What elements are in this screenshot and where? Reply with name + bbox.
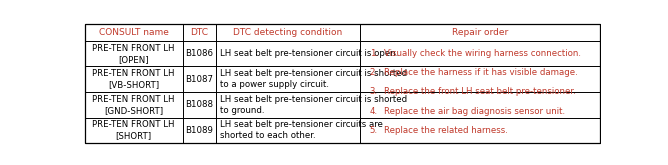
- Bar: [85, 117, 183, 143]
- Text: Replace the air bag diagnosis sensor unit.: Replace the air bag diagnosis sensor uni…: [384, 107, 565, 116]
- Bar: [216, 117, 361, 143]
- Text: B1086: B1086: [185, 49, 213, 58]
- Text: LH seat belt pre-tensioner circuit is open.: LH seat belt pre-tensioner circuit is op…: [220, 49, 398, 58]
- Text: 4.: 4.: [370, 107, 378, 116]
- Bar: [216, 41, 361, 66]
- Text: LH seat belt pre-tensioner circuits are
shorted to each other.: LH seat belt pre-tensioner circuits are …: [220, 120, 383, 140]
- Bar: [216, 24, 361, 41]
- Text: 3.: 3.: [370, 87, 378, 97]
- Text: Repair order: Repair order: [452, 28, 508, 37]
- Text: Visually check the wiring harness connection.: Visually check the wiring harness connec…: [384, 49, 580, 58]
- Text: PRE-TEN FRONT LH
[SHORT]: PRE-TEN FRONT LH [SHORT]: [92, 120, 175, 140]
- Text: CONSULT name: CONSULT name: [99, 28, 168, 37]
- Bar: [183, 41, 216, 66]
- Bar: [183, 92, 216, 117]
- Bar: [361, 41, 600, 66]
- Text: DTC detecting condition: DTC detecting condition: [233, 28, 343, 37]
- Text: LH seat belt pre-tensioner circuit is shorted
to ground.: LH seat belt pre-tensioner circuit is sh…: [220, 95, 407, 115]
- Bar: [361, 66, 600, 92]
- Text: Replace the front LH seat belt pre-tensioner.: Replace the front LH seat belt pre-tensi…: [384, 87, 576, 97]
- Text: 2.: 2.: [370, 68, 378, 77]
- Bar: [85, 66, 183, 92]
- Text: B1088: B1088: [185, 100, 213, 109]
- Bar: [183, 117, 216, 143]
- Bar: [85, 24, 183, 41]
- Text: Replace the related harness.: Replace the related harness.: [384, 126, 508, 135]
- Text: PRE-TEN FRONT LH
[OPEN]: PRE-TEN FRONT LH [OPEN]: [92, 44, 175, 64]
- Bar: [183, 24, 216, 41]
- Bar: [183, 66, 216, 92]
- Bar: [361, 117, 600, 143]
- Text: 5.: 5.: [370, 126, 378, 135]
- Bar: [216, 66, 361, 92]
- Text: PRE-TEN FRONT LH
[GND-SHORT]: PRE-TEN FRONT LH [GND-SHORT]: [92, 95, 175, 115]
- Bar: [85, 92, 183, 117]
- Text: PRE-TEN FRONT LH
[VB-SHORT]: PRE-TEN FRONT LH [VB-SHORT]: [92, 69, 175, 89]
- Text: B1089: B1089: [185, 126, 213, 135]
- Text: B1087: B1087: [185, 75, 213, 84]
- Text: DTC: DTC: [190, 28, 208, 37]
- Bar: [85, 41, 183, 66]
- Text: 1.: 1.: [370, 49, 378, 58]
- Bar: [361, 24, 600, 41]
- Text: LH seat belt pre-tensioner circuit is shorted
to a power supply circuit.: LH seat belt pre-tensioner circuit is sh…: [220, 69, 407, 89]
- Bar: [216, 92, 361, 117]
- Bar: [361, 92, 600, 117]
- Text: Replace the harness if it has visible damage.: Replace the harness if it has visible da…: [384, 68, 578, 77]
